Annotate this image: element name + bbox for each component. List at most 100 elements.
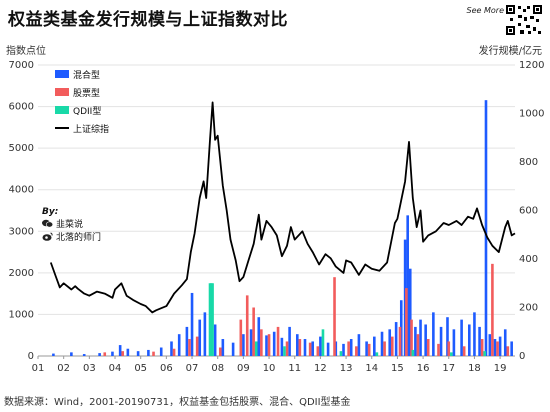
- bar-hybrid: [265, 335, 268, 356]
- left-tick-label: 1000: [9, 309, 34, 320]
- bar-hybrid: [159, 347, 163, 356]
- bar-hybrid: [439, 326, 443, 356]
- bar-qdii: [450, 352, 453, 356]
- bar-stock: [390, 336, 394, 356]
- right-tick-label: 0: [519, 351, 525, 362]
- x-tick-label: 05: [134, 363, 147, 374]
- bar-hybrid: [326, 342, 330, 356]
- weibo-icon: [42, 232, 53, 241]
- bar-hybrid: [432, 312, 435, 356]
- legend-label-stock: 股票型: [73, 88, 101, 99]
- bar-stock: [437, 343, 440, 356]
- bar-hybrid: [272, 331, 276, 356]
- left-tick-label: 2000: [9, 268, 34, 279]
- bar-stock: [298, 339, 302, 356]
- wechat-name: 韭菜说: [56, 220, 84, 230]
- bar-qdii: [411, 349, 415, 356]
- x-tick-label: 15: [391, 363, 404, 374]
- x-tick-label: 07: [186, 363, 199, 374]
- bar-stock: [239, 319, 243, 356]
- right-axis-unit: 发行规模/亿元: [478, 46, 542, 57]
- x-tick-label: 04: [109, 363, 122, 374]
- legend-swatch-stock: [55, 88, 69, 96]
- bar-hybrid: [424, 324, 427, 356]
- legend-swatch-qdii: [55, 106, 69, 114]
- legend-item-qdii: QDII型: [55, 101, 109, 119]
- bar-stock: [398, 326, 402, 356]
- bar-hybrid: [498, 336, 502, 356]
- x-tick-label: 09: [237, 363, 250, 374]
- legend-item-stock: 股票型: [55, 83, 109, 101]
- bar-hybrid: [70, 352, 73, 356]
- bar-stock: [267, 334, 271, 356]
- bar-hybrid: [365, 341, 368, 356]
- bar-stock: [152, 351, 155, 356]
- bar-stock: [506, 346, 510, 356]
- bar-qdii: [339, 351, 343, 356]
- bar-stock: [405, 288, 408, 356]
- bar-stock: [121, 351, 125, 356]
- bar-hybrid: [177, 334, 181, 356]
- legend-line-index: [55, 127, 69, 129]
- bar-hybrid: [231, 342, 235, 356]
- bar-hybrid: [408, 268, 412, 356]
- byline-by: By:: [42, 207, 59, 217]
- bar-hybrid: [257, 317, 261, 356]
- bar-stock: [188, 339, 191, 356]
- byline: By: 韭菜说 北落的师门: [42, 206, 101, 245]
- bar-stock: [103, 352, 107, 356]
- bar-hybrid: [478, 326, 481, 356]
- x-tick-label: 12: [314, 363, 327, 374]
- bar-hybrid: [373, 336, 376, 356]
- bar-qdii: [321, 329, 325, 356]
- x-tick-label: 02: [57, 363, 70, 374]
- bar-hybrid: [484, 100, 488, 356]
- x-tick-label: 19: [494, 363, 507, 374]
- bar-hybrid: [349, 339, 353, 356]
- bar-hybrid: [510, 341, 513, 356]
- x-tick-label: 06: [160, 363, 173, 374]
- left-tick-label: 7000: [9, 60, 34, 71]
- byline-wechat-row: 韭菜说: [42, 219, 101, 232]
- left-tick-label: 5000: [9, 143, 34, 154]
- right-tick-label: 800: [519, 157, 538, 168]
- bar-stock: [316, 346, 320, 356]
- bar-stock: [426, 339, 430, 356]
- bar-qdii: [211, 283, 214, 356]
- chart-legend: 混合型 股票型 QDII型 上证综指: [55, 65, 109, 137]
- bar-hybrid: [388, 329, 392, 356]
- bar-hybrid: [242, 334, 245, 356]
- x-tick-label: 14: [365, 363, 378, 374]
- left-axis-unit: 指数点位: [6, 46, 46, 57]
- bar-qdii: [283, 346, 286, 356]
- bar-stock: [276, 326, 280, 356]
- legend-label-index: 上证综指: [73, 124, 110, 135]
- bar-hybrid: [249, 329, 253, 356]
- left-tick-label: 3000: [9, 226, 34, 237]
- bar-hybrid: [185, 326, 189, 356]
- bar-hybrid: [221, 339, 225, 356]
- legend-item-hybrid: 混合型: [55, 65, 109, 83]
- legend-label-qdii: QDII型: [73, 106, 102, 117]
- x-tick-label: 01: [32, 363, 45, 374]
- bar-hybrid: [295, 334, 299, 356]
- bar-hybrid: [419, 319, 422, 356]
- x-tick-label: 18: [468, 363, 481, 374]
- left-tick-label: 4000: [9, 185, 34, 196]
- bar-qdii: [254, 341, 258, 356]
- bar-hybrid: [342, 343, 345, 356]
- bar-hybrid: [452, 329, 456, 356]
- x-tick-label: 13: [340, 363, 353, 374]
- right-tick-label: 400: [519, 254, 538, 265]
- wechat-icon: [42, 219, 54, 228]
- bar-qdii: [483, 351, 487, 356]
- bar-hybrid: [488, 334, 492, 356]
- bar-stock: [355, 346, 358, 356]
- right-tick-label: 200: [519, 303, 538, 314]
- bar-stock: [172, 348, 176, 356]
- bar-qdii: [375, 352, 379, 356]
- see-more-label: See More: [466, 6, 504, 15]
- bar-hybrid: [198, 319, 202, 356]
- bar-hybrid: [503, 329, 507, 356]
